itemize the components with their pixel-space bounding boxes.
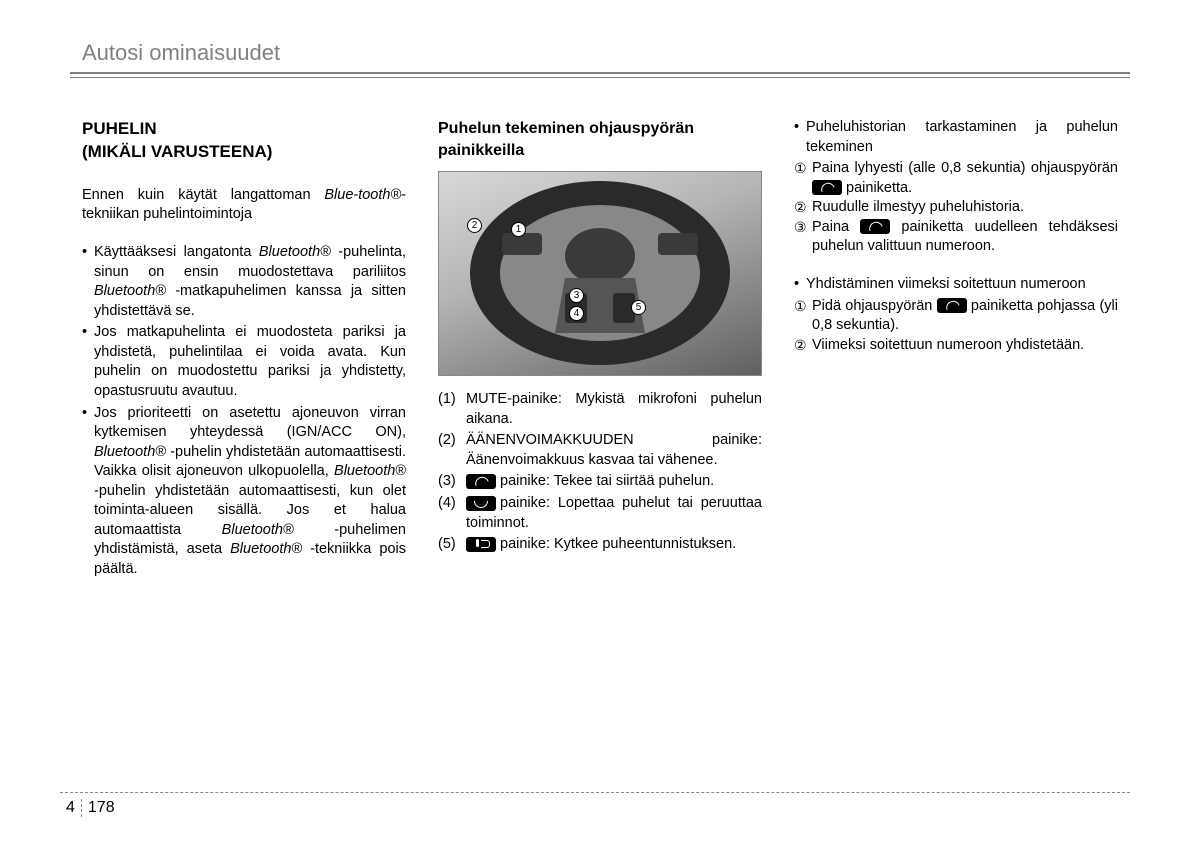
main-heading: PUHELIN (MIKÄLI VARUSTEENA)	[82, 118, 406, 164]
col3-sec1-title: Puheluhistorian tarkastaminen ja puhelun…	[794, 118, 1118, 157]
phone-pickup-icon	[812, 180, 842, 195]
page-separator	[81, 799, 82, 817]
legend-5: (5) painike: Kytkee puheentunnistuksen.	[438, 535, 762, 555]
circ-3: ③	[794, 218, 807, 237]
phone-hangup-icon	[466, 496, 496, 511]
legend-2-num: (2)	[438, 431, 466, 470]
header-rule	[70, 72, 1130, 78]
legend-3-desc: Tekee tai siirtää puhelun.	[554, 473, 714, 489]
page-number: 4 178	[60, 799, 1130, 817]
column-1: PUHELIN (MIKÄLI VARUSTEENA) Ennen kuin k…	[82, 118, 406, 582]
legend-5-desc: Kytkee puheentunnistuksen.	[554, 536, 736, 552]
button-legend: (1) MUTE-painike: Mykistä mikrofoni puhe…	[438, 390, 762, 555]
page-number-value: 178	[88, 799, 115, 817]
chapter-number: 4	[66, 799, 75, 817]
legend-3-num: (3)	[438, 472, 466, 492]
bullet-list: Käyttääksesi langatonta Bluetooth® -puhe…	[82, 243, 406, 580]
b3-pre: Jos prioriteetti on asetettu ajoneuvon v…	[94, 405, 406, 441]
col3-sec1-list: ① Paina lyhyesti (alle 0,8 sekuntia) ohja…	[794, 159, 1118, 257]
col2-heading: Puhelun tekeminen ohjauspyörän painikkei…	[438, 118, 762, 161]
legend-3-text: painike: Tekee tai siirtää puhelun.	[466, 472, 762, 492]
col3-sec2-title: Yhdistäminen viimeksi soitettuun numeroo…	[794, 275, 1118, 295]
circ-1b: ①	[794, 297, 807, 316]
b3-i2: Bluetooth®	[334, 463, 406, 479]
column-3: Puheluhistorian tarkastaminen ja puhelun…	[794, 118, 1118, 582]
s1-1-pre: Paina lyhyesti (alle 0,8 sekuntia) ohjau…	[812, 160, 1118, 176]
phone-pickup-icon	[860, 219, 890, 234]
circ-2b: ②	[794, 336, 807, 355]
s2-2: Viimeksi soitettuun numeroon yhdistetään…	[812, 337, 1084, 353]
b1-pre: Käyttääksesi langatonta	[94, 244, 259, 260]
b3-i1: Bluetooth®	[94, 444, 166, 460]
legend-5-num: (5)	[438, 535, 466, 555]
b1-i1: Bluetooth®	[259, 244, 331, 260]
voice-recognition-icon	[466, 537, 496, 552]
s1-2: Ruudulle ilmestyy puheluhistoria.	[812, 199, 1024, 215]
legend-5-text: painike: Kytkee puheentunnistuksen.	[466, 535, 762, 555]
legend-5-label: painike:	[500, 536, 550, 552]
bullet-2: Jos matkapuhelinta ei muodosteta pariksi…	[82, 323, 406, 401]
legend-2-text: ÄÄNENVOIMAKKUUDEN painike: Äänenvoimakku…	[466, 431, 762, 470]
legend-4-num: (4)	[438, 494, 466, 533]
legend-1-label: MUTE-painike:	[466, 391, 562, 407]
legend-1: (1) MUTE-painike: Mykistä mikrofoni puhe…	[438, 390, 762, 429]
footer: 4 178	[60, 792, 1130, 817]
legend-4-text: painike: Lopettaa puhelut tai peruuttaa …	[466, 494, 762, 533]
intro-italic: Blue-tooth®	[324, 187, 401, 203]
header-title: Autosi ominaisuudet	[70, 40, 1130, 66]
phone-pickup-icon	[466, 474, 496, 489]
steering-wheel-icon	[460, 178, 740, 376]
b1-i2: Bluetooth®	[94, 283, 166, 299]
b3-i3: Bluetooth®	[222, 522, 294, 538]
intro-text: Ennen kuin käytät langattoman Blue-tooth…	[82, 186, 406, 225]
sec1-title: Puheluhistorian tarkastaminen ja puhelun…	[794, 118, 1118, 157]
s1-1-post: painiketta.	[842, 180, 912, 196]
sec1-step3: ③Paina painiketta uudelleen tehdäksesi p…	[794, 218, 1118, 257]
s1-3-pre: Paina	[812, 219, 860, 235]
sec1-step1: ① Paina lyhyesti (alle 0,8 sekuntia) ohja…	[794, 159, 1118, 198]
legend-1-text: MUTE-painike: Mykistä mikrofoni puhelun …	[466, 390, 762, 429]
col3-sec2-list: ①Pidä ohjauspyörän painiketta pohjassa (…	[794, 297, 1118, 356]
legend-3-label: painike:	[500, 473, 550, 489]
legend-2: (2) ÄÄNENVOIMAKKUUDEN painike: Äänenvoim…	[438, 431, 762, 470]
s2-1-pre: Pidä ohjauspyörän	[812, 298, 937, 314]
sec2-step1: ①Pidä ohjauspyörän painiketta pohjassa (…	[794, 297, 1118, 336]
sec1-step2: ② Ruudulle ilmestyy puheluhistoria.	[794, 198, 1118, 218]
bullet-3: Jos prioriteetti on asetettu ajoneuvon v…	[82, 404, 406, 580]
bullet-1: Käyttääksesi langatonta Bluetooth® -puhe…	[82, 243, 406, 321]
legend-3: (3) painike: Tekee tai siirtää puhelun.	[438, 472, 762, 492]
circ-1: ①	[794, 159, 807, 178]
b3-i4: Bluetooth®	[230, 541, 302, 557]
legend-4-label: painike:	[500, 495, 550, 511]
legend-1-num: (1)	[438, 390, 466, 429]
phone-pickup-icon	[937, 298, 967, 313]
circ-2: ②	[794, 198, 807, 217]
legend-2-label: ÄÄNENVOIMAKKUUDEN painike:	[466, 432, 762, 448]
legend-2-desc: Äänenvoimakkuus kasvaa tai vähenee.	[466, 452, 718, 468]
content-columns: PUHELIN (MIKÄLI VARUSTEENA) Ennen kuin k…	[70, 118, 1130, 582]
legend-4: (4) painike: Lopettaa puhelut tai peruut…	[438, 494, 762, 533]
intro-pre: Ennen kuin käytät langattoman	[82, 187, 324, 203]
steering-wheel-image: 1 2 3 4 5	[438, 171, 762, 376]
column-2: Puhelun tekeminen ohjauspyörän painikkei…	[438, 118, 762, 582]
sec2-step2: ② Viimeksi soitettuun numeroon yhdistetää…	[794, 336, 1118, 356]
sec2-title: Yhdistäminen viimeksi soitettuun numeroo…	[794, 275, 1118, 295]
